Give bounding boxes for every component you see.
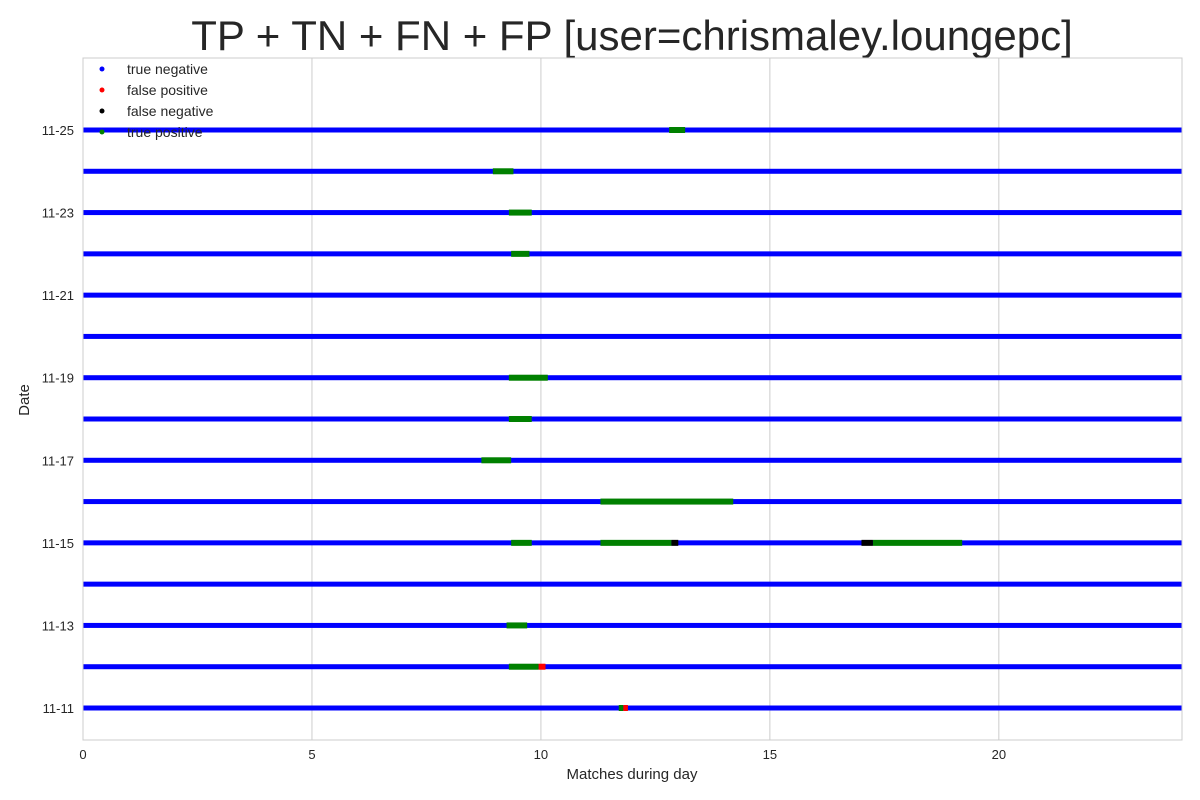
- true-negative-bar: [83, 292, 1182, 298]
- y-tick-label: 11-21: [42, 288, 74, 303]
- chart-title: TP + TN + FN + FP [user=chrismaley.loung…: [191, 12, 1073, 59]
- true-negative-bar: [83, 664, 1182, 670]
- true-negative-bar: [83, 457, 1182, 463]
- y-tick-label: 11-25: [42, 123, 74, 138]
- x-tick-label: 5: [308, 747, 315, 762]
- true-negative-bar: [83, 210, 1182, 216]
- true-positive-mark: [669, 127, 686, 133]
- plot-frame: [82, 57, 1183, 741]
- true-positive-mark: [492, 168, 514, 175]
- true-positive-mark: [511, 250, 530, 257]
- legend: true negative false positive false negativ…: [99, 61, 214, 140]
- legend-marker: [99, 87, 105, 93]
- true-positive-mark: [481, 457, 512, 464]
- true-positive-mark: [508, 209, 532, 216]
- true-negative-bar: [83, 251, 1182, 257]
- x-tick-label: 0: [79, 747, 86, 762]
- true-negative-bar: [83, 622, 1182, 628]
- true-positive-mark: [508, 374, 548, 381]
- y-tick-label: 11-13: [42, 618, 74, 633]
- false-negative-mark: [861, 539, 873, 546]
- y-tick-label: 11-23: [42, 206, 74, 221]
- true-positive-mark: [508, 663, 539, 670]
- legend-label: false positive: [127, 82, 208, 98]
- x-tick-labels: 0 5 10 15 20: [79, 747, 1006, 762]
- true-negative-bar: [83, 581, 1182, 587]
- y-tick-labels: 11-11 11-13 11-15 11-17 11-19 11-21 11-23 11-25: [42, 123, 74, 716]
- legend-label: true negative: [127, 61, 208, 77]
- x-tick-label: 15: [763, 747, 777, 762]
- true-positive-mark: [872, 539, 963, 546]
- false-positive-mark: [623, 705, 628, 711]
- true-positive-mark: [506, 622, 528, 629]
- y-tick-label: 11-19: [42, 371, 74, 386]
- legend-label: true positive: [127, 124, 203, 140]
- y-tick-label: 11-11: [43, 701, 74, 716]
- true-negative-bar: [83, 375, 1182, 381]
- true-positive-mark: [600, 539, 672, 546]
- true-negative-bar: [83, 127, 1182, 133]
- true-negative-bar: [83, 168, 1182, 174]
- false-positive-mark: [538, 663, 546, 670]
- true-negative-bar: [83, 705, 1182, 711]
- false-negative-mark: [671, 539, 679, 546]
- y-axis-label: Date: [16, 384, 33, 416]
- legend-marker: [99, 129, 105, 135]
- true-negative-bar: [83, 416, 1182, 422]
- x-axis-label: Matches during day: [567, 766, 698, 783]
- legend-label: false negative: [127, 103, 214, 119]
- y-tick-label: 11-15: [42, 536, 74, 551]
- plot-area: [83, 58, 1182, 740]
- true-positive-mark: [618, 705, 624, 711]
- true-negative-bar: [83, 333, 1182, 339]
- true-positive-mark: [511, 539, 532, 546]
- data-marks: [83, 127, 1182, 711]
- x-tick-label: 20: [992, 747, 1006, 762]
- legend-marker: [99, 66, 105, 72]
- y-tick-label: 11-17: [42, 453, 74, 468]
- true-positive-mark: [600, 498, 734, 505]
- x-tick-label: 10: [534, 747, 548, 762]
- true-positive-mark: [508, 416, 532, 422]
- legend-marker: [99, 108, 105, 114]
